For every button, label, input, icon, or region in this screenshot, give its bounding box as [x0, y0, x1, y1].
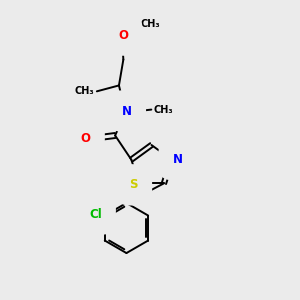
Text: O: O: [118, 28, 128, 42]
Text: N: N: [172, 153, 182, 166]
Text: S: S: [130, 178, 138, 191]
Text: CH₃: CH₃: [154, 105, 173, 115]
Text: CH₃: CH₃: [75, 86, 94, 96]
Text: methyl: methyl: [140, 24, 145, 25]
Text: CH₃: CH₃: [140, 19, 160, 29]
Text: Cl: Cl: [89, 208, 102, 220]
Text: N: N: [122, 105, 132, 118]
Text: O: O: [81, 132, 91, 145]
